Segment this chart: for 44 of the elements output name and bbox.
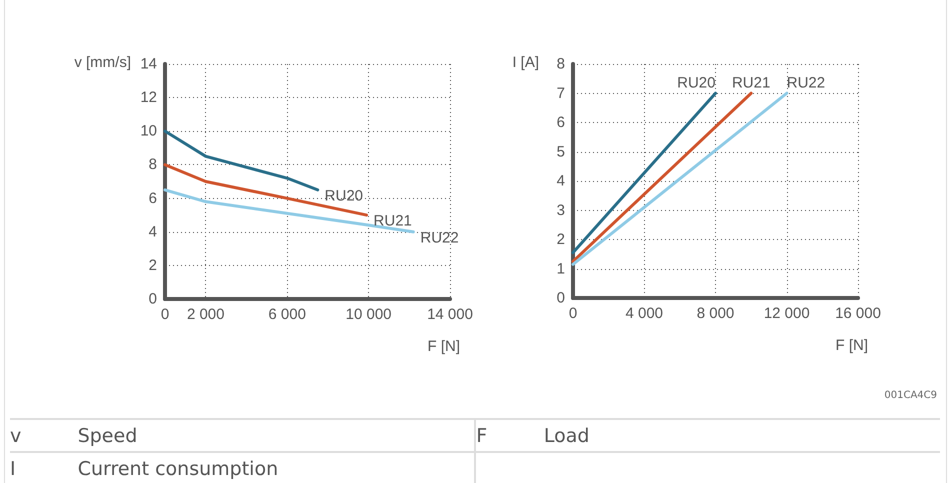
- text: Current consumption: [78, 452, 476, 483]
- x-tick-label: 2 000: [186, 306, 224, 323]
- x-tick-label: 14 000: [427, 306, 473, 323]
- x-axis-title: F [N]: [836, 337, 868, 354]
- text: Load: [544, 419, 940, 452]
- text: I: [10, 452, 78, 483]
- series-label: RU21: [732, 74, 770, 92]
- text: 001CA4C9: [884, 390, 937, 401]
- y-tick-label: 6: [556, 114, 565, 131]
- series-label: RU21: [374, 212, 412, 230]
- series-label: RU20: [324, 187, 364, 204]
- y-tick-label: 4: [148, 223, 157, 240]
- y-tick-label: 0: [148, 290, 157, 308]
- y-tick-label: 8: [148, 156, 157, 174]
- y-tick-label: 2: [556, 231, 565, 248]
- y-axis-title: v [mm/s]: [74, 54, 131, 71]
- x-tick-label: 16 000: [835, 305, 881, 322]
- text: v: [10, 419, 78, 452]
- text: F: [475, 419, 544, 452]
- y-tick-label: 2: [148, 256, 157, 274]
- y-tick-label: 8: [556, 56, 565, 72]
- y-tick-label: 7: [556, 84, 565, 102]
- x-tick-label: 0: [160, 306, 170, 323]
- y-tick-label: 1: [556, 260, 565, 278]
- y-tick-label: 12: [140, 89, 157, 106]
- y-tick-label: 3: [556, 202, 565, 219]
- series-label: RU22: [420, 229, 459, 246]
- x-tick-label: 0: [568, 305, 578, 322]
- series-label: RU20: [677, 74, 716, 92]
- y-tick-label: 14: [140, 56, 157, 72]
- x-tick-label: 4 000: [625, 305, 664, 322]
- y-tick-label: 6: [148, 190, 157, 207]
- y-tick-label: 10: [140, 122, 157, 140]
- x-axis-title: F [N]: [428, 338, 460, 355]
- x-tick-label: 6 000: [268, 306, 306, 323]
- y-tick-label: 4: [556, 172, 565, 190]
- x-tick-label: 8 000: [696, 305, 734, 322]
- y-axis-title: I [A]: [512, 54, 539, 71]
- text: Speed: [78, 419, 476, 452]
- series-label: RU22: [786, 74, 826, 92]
- x-tick-label: 12 000: [764, 305, 810, 322]
- y-tick-label: 0: [556, 290, 565, 306]
- x-tick-label: 10 000: [346, 306, 392, 323]
- y-tick-label: 5: [556, 143, 565, 160]
